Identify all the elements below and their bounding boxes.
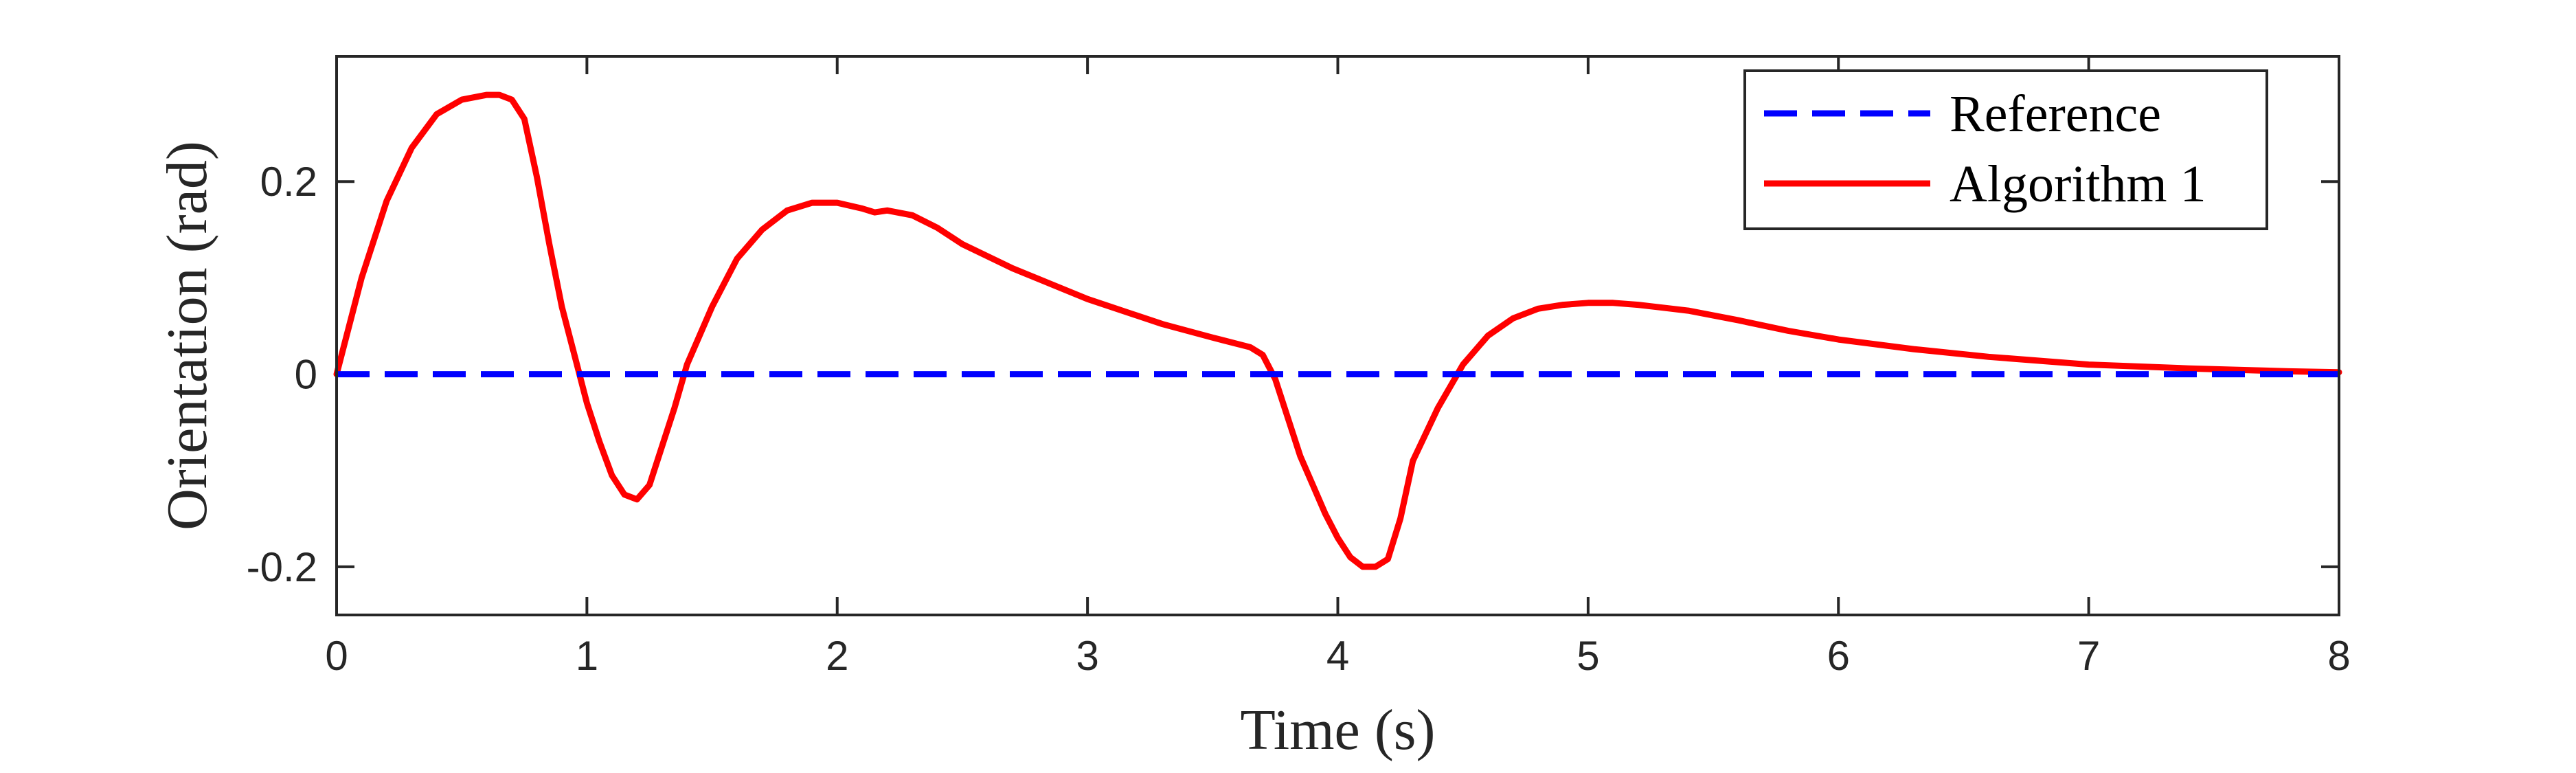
legend-label-reference: Reference [1950,85,2161,143]
legend-box [1743,69,2268,230]
y-tick-label: 0 [295,352,317,398]
legend: Reference Algorithm 1 [1743,69,2268,230]
x-tick-label: 4 [1326,633,1349,679]
y-tick-labels: -0.2 0 0.2 [247,159,317,590]
x-tick-label: 1 [576,633,598,679]
x-tick-labels: 0 1 2 3 4 5 6 7 8 [325,633,2350,679]
x-tick-label: 3 [1076,633,1098,679]
x-tick-label: 0 [325,633,348,679]
x-tick-label: 2 [826,633,848,679]
x-tick-label: 6 [1827,633,1850,679]
y-axis-label: Orientation (rad) [155,141,219,530]
series-line-algorithm-1 [333,91,2342,570]
legend-label-algorithm-1: Algorithm 1 [1950,155,2206,213]
x-axis-label: Time (s) [1241,698,1436,762]
y-tick-label: -0.2 [247,544,317,590]
y-tick-label: 0.2 [260,159,317,205]
axes-box [335,55,2340,616]
x-tick-label: 8 [2327,633,2350,679]
x-tick-label: 5 [1577,633,1599,679]
series-lines [333,91,2342,570]
x-tick-label: 7 [2077,633,2100,679]
